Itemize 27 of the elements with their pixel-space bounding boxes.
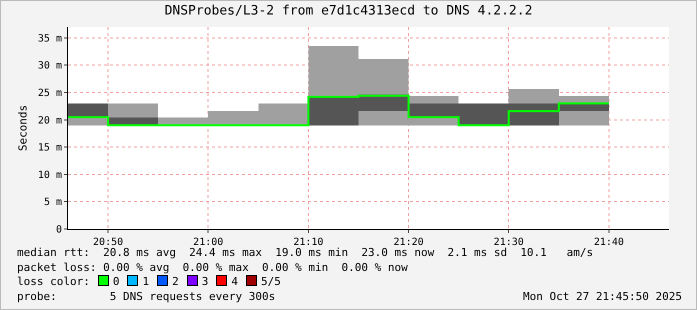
x-tick-label: 21:00 — [193, 237, 224, 248]
y-tick-label: 0 — [56, 224, 62, 236]
text: median rtt: 20.8 ms avg 24.4 ms max 19.0 ms min 23.0 ms now 2.1 ms sd 10.1 am/s — [17, 246, 594, 259]
text: 5/5 — [260, 275, 281, 288]
chart-title: DNSProbes/L3-2 from e7d1c4313ecd to DNS 4.2.2.2 — [164, 4, 532, 19]
text: 3 — [202, 275, 208, 288]
y-tick-label: 15 m — [38, 142, 62, 154]
x-tick-label: 21:10 — [293, 237, 324, 248]
x-tick-label: 21:40 — [594, 237, 624, 248]
y-tick-label: 10 m — [38, 170, 62, 181]
x-tick-label: 21:30 — [494, 237, 524, 248]
y-tick-label: 35 m — [38, 33, 62, 44]
text: loss color: — [17, 275, 90, 288]
text: probe: 5 DNS requests every 300s — [17, 290, 276, 302]
y-axis-title: Seconds — [16, 104, 30, 152]
text: packet loss: 0.00 % avg 0.00 % max 0.00 % min 0.00 % now — [17, 260, 409, 275]
text: 1 — [142, 275, 150, 288]
y-tick-label: 30 m — [38, 60, 62, 72]
y-tick-label: 20 m — [38, 115, 62, 126]
x-tick-label: 21:20 — [394, 237, 424, 248]
text: 0 — [112, 275, 120, 288]
y-tick-label: 5 m — [44, 197, 62, 208]
text: 4 — [231, 275, 238, 288]
text: 2 — [172, 275, 179, 288]
text: Mon Oct 27 21:45:50 2025 — [523, 290, 682, 304]
y-tick-label: 25 m — [38, 88, 62, 100]
x-tick-label: 20:50 — [93, 237, 124, 248]
